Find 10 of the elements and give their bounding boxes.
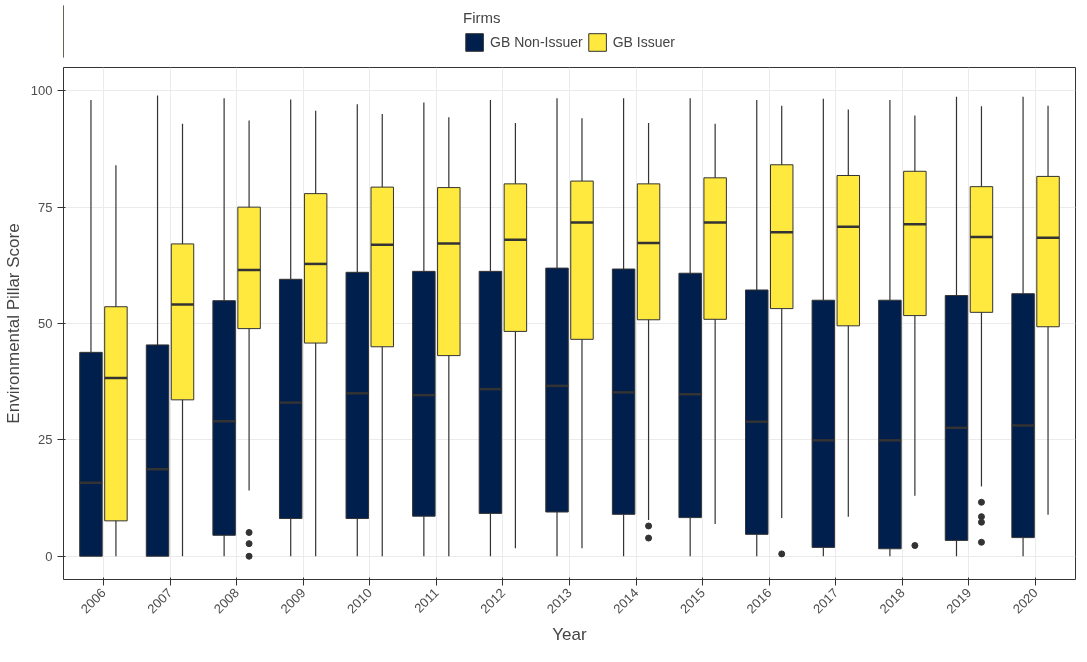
y-tick-label: 25 [38,432,53,448]
legend-title: Firms [463,9,502,26]
y-tick-label: 75 [38,199,53,215]
x-axis-title: Year [552,625,588,645]
y-axis-title: Environmental Pillar Score [3,223,23,424]
legend-label: GB Issuer [612,34,675,50]
y-tick-label: 50 [38,316,53,331]
y-tick-label: 0 [45,548,53,564]
y-tick-label: 100 [30,83,53,99]
legend-label: GB Non-Issuer [490,34,583,50]
